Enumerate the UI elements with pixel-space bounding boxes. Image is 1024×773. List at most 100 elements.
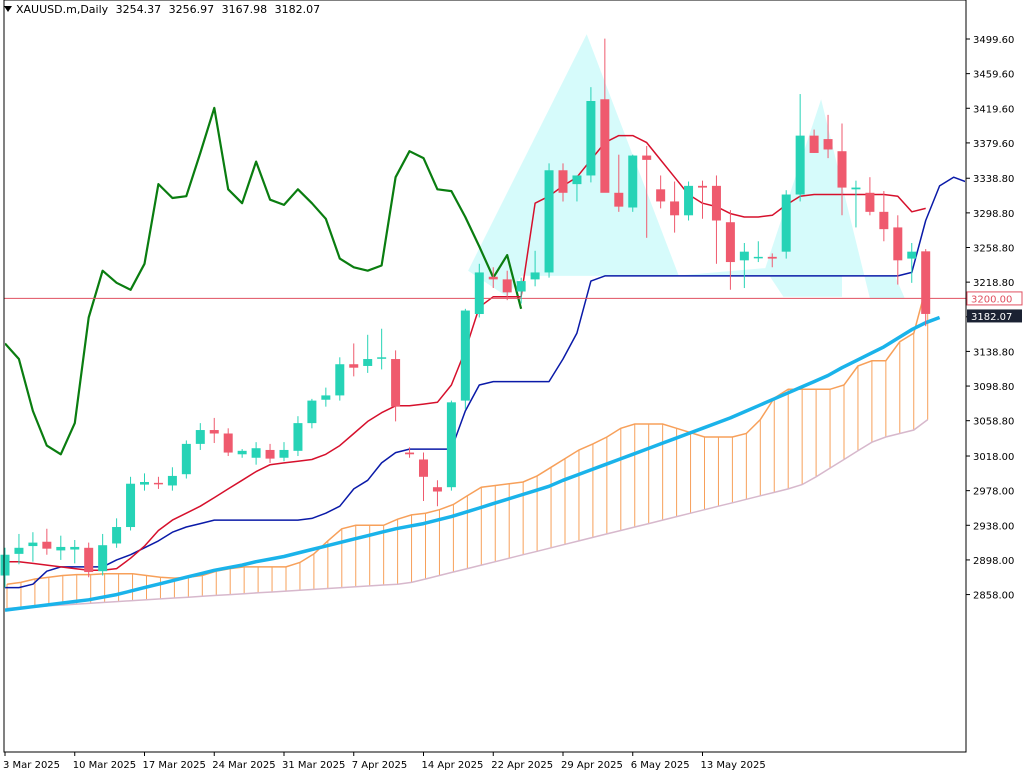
candle: [209, 417, 219, 444]
x-tick-label: 14 Apr 2025: [422, 760, 484, 771]
candle-body: [307, 400, 317, 424]
y-tick-label: 2858.00: [973, 591, 1014, 602]
candle: [684, 181, 694, 221]
candle-body: [432, 487, 442, 492]
candle: [251, 442, 261, 465]
candle-body: [558, 170, 568, 193]
candle-body: [28, 542, 38, 547]
candle: [377, 328, 387, 370]
candle-body: [209, 430, 219, 434]
candle-body: [767, 256, 777, 259]
y-tick-label: 3018.00: [973, 452, 1014, 463]
candle: [711, 175, 721, 264]
candle-body: [84, 547, 94, 573]
candle-body: [181, 443, 191, 475]
candle: [14, 533, 24, 565]
candle: [42, 528, 52, 555]
candle: [460, 308, 470, 410]
y-tick-label: 2898.00: [973, 556, 1014, 567]
candle: [642, 146, 652, 238]
high-value: 3256.97: [168, 3, 215, 16]
candle: [516, 277, 526, 304]
candle: [725, 210, 735, 290]
candle: [823, 114, 833, 159]
y-tick-label: 2978.00: [973, 487, 1014, 498]
candle: [84, 542, 94, 578]
candle-body: [167, 475, 177, 486]
symbol-info-bar[interactable]: XAUUSD.m,Daily 3254.37 3256.97 3167.98 3…: [4, 3, 324, 16]
candle-body: [446, 402, 456, 488]
candle-body: [739, 251, 749, 261]
close-value: 3182.07: [274, 3, 321, 16]
candle: [781, 190, 791, 259]
candle-body: [809, 135, 819, 153]
y-tick-label: 3499.60: [973, 35, 1014, 46]
candle-body: [56, 546, 66, 551]
candle: [237, 449, 247, 458]
y-tick-label: 3298.80: [973, 209, 1014, 220]
candle-body: [572, 175, 582, 185]
candle: [795, 94, 805, 202]
candle: [739, 243, 749, 289]
collapse-triangle-icon[interactable]: [4, 6, 12, 12]
candle: [167, 467, 177, 491]
head-shoulders-area: [468, 34, 905, 299]
candle: [0, 547, 10, 588]
candle-body: [140, 481, 149, 485]
candle: [767, 253, 777, 268]
candle: [153, 476, 163, 489]
candle: [753, 241, 763, 263]
candle: [349, 343, 359, 377]
candle: [321, 387, 331, 407]
candle-body: [698, 185, 707, 188]
candle-body: [795, 135, 805, 195]
x-tick-label: 17 Mar 2025: [143, 760, 206, 771]
candle-body: [879, 211, 889, 230]
y-tick-label: 3419.60: [973, 104, 1014, 115]
current-price-box: [967, 309, 1022, 323]
candle-body: [195, 430, 205, 444]
candle-body: [279, 449, 289, 458]
head-shoulders-fill: [468, 34, 905, 299]
indicator-lines: [5, 106, 965, 612]
candle: [335, 357, 345, 401]
candle: [56, 535, 66, 560]
candle: [698, 180, 707, 219]
kijun-sen-line: [5, 176, 965, 589]
candle: [921, 249, 931, 327]
candle-body: [70, 546, 80, 550]
candle-body: [851, 187, 861, 190]
candle-body: [98, 545, 108, 572]
x-tick-label: 3 Mar 2025: [3, 760, 60, 771]
candle-body: [112, 527, 122, 544]
candle: [809, 129, 819, 153]
candle: [279, 442, 289, 462]
candle: [474, 263, 484, 318]
candle: [600, 38, 610, 193]
x-tick-label: 22 Apr 2025: [491, 760, 553, 771]
candle-body: [711, 185, 721, 221]
chikou-span-line: [5, 106, 523, 456]
candle-body: [600, 99, 610, 193]
y-tick-label: 3258.80: [973, 244, 1014, 255]
candle: [879, 191, 889, 242]
current-price-label: 3182.07: [971, 312, 1012, 323]
candle-body: [265, 449, 275, 459]
candle: [893, 215, 903, 285]
open-value: 3254.37: [115, 3, 162, 16]
candle-body: [460, 310, 470, 401]
candle: [265, 443, 275, 463]
candle: [293, 416, 303, 457]
y-tick-label: 3098.80: [973, 382, 1014, 393]
horizontal-level[interactable]: 3200.00: [4, 291, 1023, 306]
candle-body: [823, 139, 833, 150]
candle: [432, 480, 442, 507]
candle-body: [837, 151, 847, 188]
x-tick-label: 24 Mar 2025: [212, 760, 275, 771]
candle: [391, 350, 401, 422]
candle: [112, 518, 122, 548]
candle-body: [153, 482, 163, 485]
x-tick-label: 29 Apr 2025: [561, 760, 623, 771]
